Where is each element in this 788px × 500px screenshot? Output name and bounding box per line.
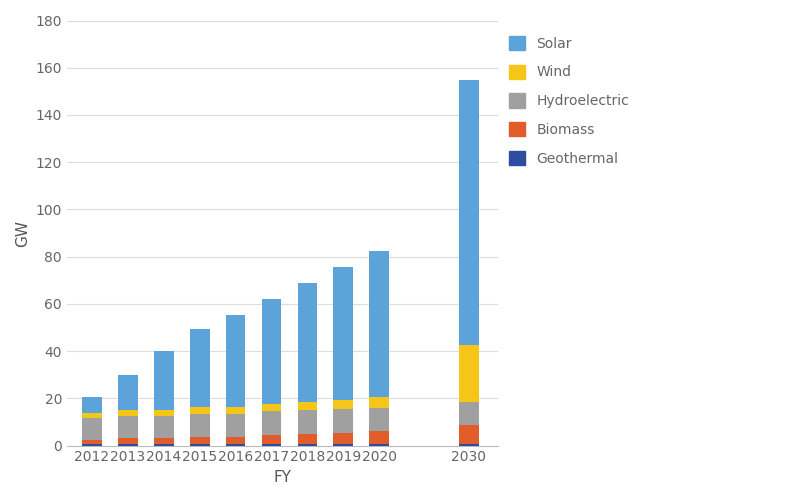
Bar — [82, 412, 102, 418]
Bar — [190, 438, 210, 444]
Bar — [225, 314, 246, 406]
Bar — [262, 444, 281, 446]
Bar — [118, 438, 138, 444]
Bar — [154, 444, 173, 446]
X-axis label: FY: FY — [273, 470, 292, 485]
Y-axis label: GW: GW — [15, 220, 30, 246]
Bar — [118, 444, 138, 446]
Bar — [154, 438, 173, 444]
Bar — [225, 444, 246, 446]
Bar — [370, 432, 389, 444]
Bar — [118, 416, 138, 438]
Bar — [82, 418, 102, 440]
Bar — [370, 397, 389, 408]
Bar — [262, 435, 281, 444]
Bar — [298, 410, 318, 434]
Bar — [298, 434, 318, 444]
Bar — [82, 444, 102, 446]
Bar — [154, 351, 173, 410]
Bar — [333, 400, 353, 409]
Bar — [333, 268, 353, 400]
Bar — [459, 426, 479, 444]
Bar — [262, 404, 281, 411]
Bar — [298, 444, 318, 446]
Bar — [82, 440, 102, 444]
Bar — [333, 432, 353, 444]
Bar — [459, 444, 479, 446]
Bar — [190, 414, 210, 438]
Bar — [298, 282, 318, 402]
Bar — [154, 410, 173, 416]
Bar — [370, 408, 389, 432]
Bar — [370, 251, 389, 397]
Bar — [82, 397, 102, 412]
Bar — [118, 410, 138, 416]
Bar — [190, 406, 210, 414]
Bar — [190, 328, 210, 406]
Bar — [370, 444, 389, 446]
Bar — [459, 345, 479, 402]
Bar — [333, 409, 353, 432]
Bar — [262, 299, 281, 405]
Bar — [459, 402, 479, 425]
Legend: Solar, Wind, Hydroelectric, Biomass, Geothermal: Solar, Wind, Hydroelectric, Biomass, Geo… — [509, 36, 630, 166]
Bar — [190, 444, 210, 446]
Bar — [118, 374, 138, 410]
Bar — [459, 80, 479, 345]
Bar — [333, 444, 353, 446]
Bar — [225, 414, 246, 438]
Bar — [262, 412, 281, 435]
Bar — [298, 402, 318, 410]
Bar — [225, 438, 246, 444]
Bar — [154, 416, 173, 438]
Bar — [225, 406, 246, 414]
